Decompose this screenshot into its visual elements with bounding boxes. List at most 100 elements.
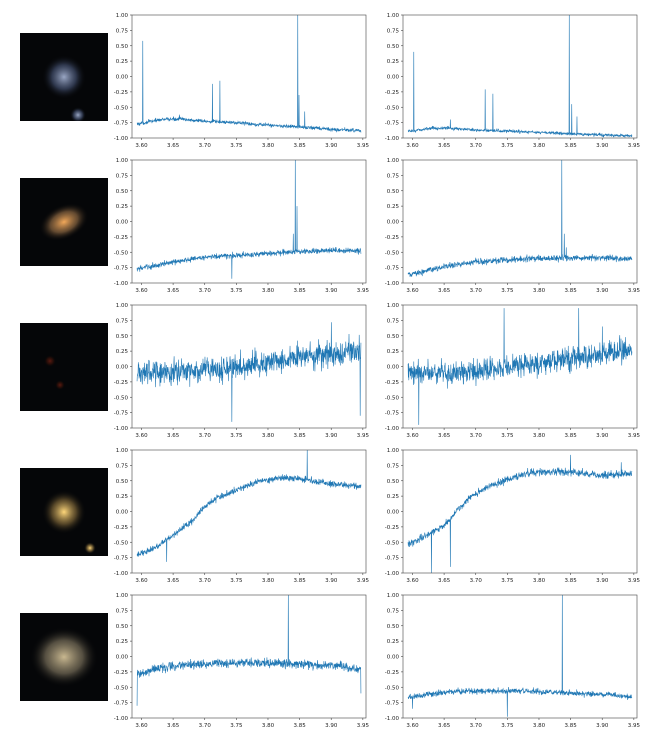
y-tick-label: 0.25 bbox=[387, 204, 400, 210]
y-tick-label: 0.50 bbox=[387, 479, 400, 485]
y-tick-label: 0.25 bbox=[387, 59, 400, 65]
y-tick-label: -1.00 bbox=[114, 136, 129, 142]
x-tick-label: 3.65 bbox=[438, 288, 451, 294]
y-tick-label: 0.25 bbox=[387, 349, 400, 355]
spectrum-line bbox=[407, 308, 633, 425]
x-tick-label: 3.75 bbox=[501, 578, 514, 584]
axes-frame bbox=[131, 449, 367, 574]
y-tick-label: -0.50 bbox=[385, 105, 400, 111]
spectrum-panel-r1-c1: 1.00 0.75 0.50 0.25 0.00 -0.25 -0.50 -0.75 -1.00… bbox=[114, 13, 370, 149]
y-tick-label: 1.00 bbox=[387, 303, 400, 309]
y-tick-label: -1.00 bbox=[385, 426, 400, 432]
x-tick-label: 3.60 bbox=[135, 578, 148, 584]
x-tick-label: 3.80 bbox=[262, 723, 275, 729]
y-tick-label: -0.25 bbox=[114, 235, 129, 241]
y-tick-label: 0.50 bbox=[387, 189, 400, 195]
y-tick-label: 0.50 bbox=[116, 189, 129, 195]
x-tick-label: 3.80 bbox=[262, 288, 275, 294]
spectrum-panel-r5-c1: 1.00 0.75 0.50 0.25 0.00 -0.25 -0.50 -0.75 -1.00… bbox=[114, 593, 370, 729]
x-tick-label: 3.60 bbox=[406, 288, 419, 294]
y-tick-label: -0.25 bbox=[385, 380, 400, 386]
y-tick-label: -0.75 bbox=[385, 701, 400, 707]
y-tick-label: -0.75 bbox=[114, 411, 129, 417]
galaxy-thumbnail-2 bbox=[20, 177, 108, 266]
spectrum-panel-r2-c2: 1.00 0.75 0.50 0.25 0.00 -0.25 -0.50 -0.75 -1.00… bbox=[385, 158, 641, 294]
y-tick-label: 0.00 bbox=[116, 75, 129, 81]
y-tick-label: 0.00 bbox=[116, 220, 129, 226]
y-tick-label: -1.00 bbox=[385, 281, 400, 287]
y-tick-label: -0.25 bbox=[114, 670, 129, 676]
y-tick-label: -0.25 bbox=[385, 670, 400, 676]
x-tick-label: 3.90 bbox=[596, 578, 609, 584]
x-tick-label: 3.65 bbox=[438, 433, 451, 439]
spectrum-line bbox=[407, 15, 633, 138]
x-tick-label: 3.95 bbox=[628, 723, 641, 729]
x-tick-label: 3.75 bbox=[230, 723, 243, 729]
y-tick-label: 0.25 bbox=[116, 639, 129, 645]
spectrum-panel-r3-c1: 1.00 0.75 0.50 0.25 0.00 -0.25 -0.50 -0.75 -1.00… bbox=[114, 303, 370, 439]
x-tick-label: 3.85 bbox=[293, 143, 306, 149]
x-tick-label: 3.75 bbox=[230, 143, 243, 149]
x-tick-label: 3.85 bbox=[564, 288, 577, 294]
y-tick-label: 1.00 bbox=[116, 303, 129, 309]
y-tick-label: -0.50 bbox=[385, 250, 400, 256]
y-tick-label: -0.25 bbox=[114, 380, 129, 386]
y-tick-label: -0.50 bbox=[114, 395, 129, 401]
x-tick-label: 3.70 bbox=[199, 433, 212, 439]
spectrum-line bbox=[136, 15, 362, 133]
y-tick-label: 1.00 bbox=[387, 13, 400, 19]
y-tick-label: -0.25 bbox=[114, 90, 129, 96]
x-tick-label: 3.85 bbox=[564, 723, 577, 729]
y-tick-label: 0.50 bbox=[387, 44, 400, 50]
y-tick-label: -0.25 bbox=[385, 235, 400, 241]
x-tick-label: 3.85 bbox=[564, 578, 577, 584]
x-tick-label: 3.80 bbox=[262, 143, 275, 149]
y-tick-label: 0.00 bbox=[116, 365, 129, 371]
x-tick-label: 3.60 bbox=[135, 723, 148, 729]
spectrum-line bbox=[407, 454, 633, 573]
y-tick-label: 0.25 bbox=[116, 204, 129, 210]
spectrum-line bbox=[407, 595, 633, 717]
x-tick-label: 3.75 bbox=[230, 433, 243, 439]
y-tick-label: 0.00 bbox=[387, 655, 400, 661]
axes-frame bbox=[402, 594, 638, 719]
galaxy-thumbnail-4 bbox=[20, 467, 108, 556]
y-tick-label: 1.00 bbox=[116, 13, 129, 19]
y-tick-label: -1.00 bbox=[114, 716, 129, 722]
x-tick-label: 3.65 bbox=[167, 288, 180, 294]
x-tick-label: 3.75 bbox=[501, 433, 514, 439]
x-tick-label: 3.75 bbox=[501, 723, 514, 729]
x-tick-label: 3.60 bbox=[406, 433, 419, 439]
x-tick-label: 3.85 bbox=[293, 578, 306, 584]
y-tick-label: 0.75 bbox=[387, 318, 400, 324]
y-tick-label: 0.75 bbox=[116, 463, 129, 469]
y-tick-label: -0.50 bbox=[114, 250, 129, 256]
x-tick-label: 3.75 bbox=[230, 288, 243, 294]
x-tick-label: 3.90 bbox=[325, 288, 338, 294]
y-tick-label: 1.00 bbox=[116, 593, 129, 599]
x-tick-label: 3.75 bbox=[501, 143, 514, 149]
axes-frame bbox=[131, 594, 367, 719]
y-tick-label: -0.50 bbox=[114, 105, 129, 111]
y-tick-label: -0.50 bbox=[385, 685, 400, 691]
y-tick-label: 0.00 bbox=[387, 75, 400, 81]
y-tick-label: 0.50 bbox=[387, 624, 400, 630]
spectrum-panel-r3-c2: 1.00 0.75 0.50 0.25 0.00 -0.25 -0.50 -0.75 -1.00… bbox=[385, 303, 641, 439]
x-tick-label: 3.60 bbox=[135, 433, 148, 439]
x-tick-label: 3.90 bbox=[325, 723, 338, 729]
x-tick-label: 3.60 bbox=[406, 578, 419, 584]
y-tick-label: 0.00 bbox=[387, 510, 400, 516]
spectrum-line bbox=[136, 595, 362, 706]
x-tick-label: 3.85 bbox=[564, 433, 577, 439]
y-tick-label: 0.50 bbox=[387, 334, 400, 340]
y-tick-label: 0.25 bbox=[116, 494, 129, 500]
x-tick-label: 3.70 bbox=[470, 288, 483, 294]
y-tick-label: -0.50 bbox=[385, 395, 400, 401]
y-tick-label: -1.00 bbox=[385, 571, 400, 577]
x-tick-label: 3.95 bbox=[357, 288, 370, 294]
x-tick-label: 3.90 bbox=[596, 433, 609, 439]
y-tick-label: -0.75 bbox=[114, 121, 129, 127]
y-tick-label: 0.00 bbox=[387, 220, 400, 226]
y-tick-label: -0.75 bbox=[385, 121, 400, 127]
x-tick-label: 3.95 bbox=[357, 433, 370, 439]
